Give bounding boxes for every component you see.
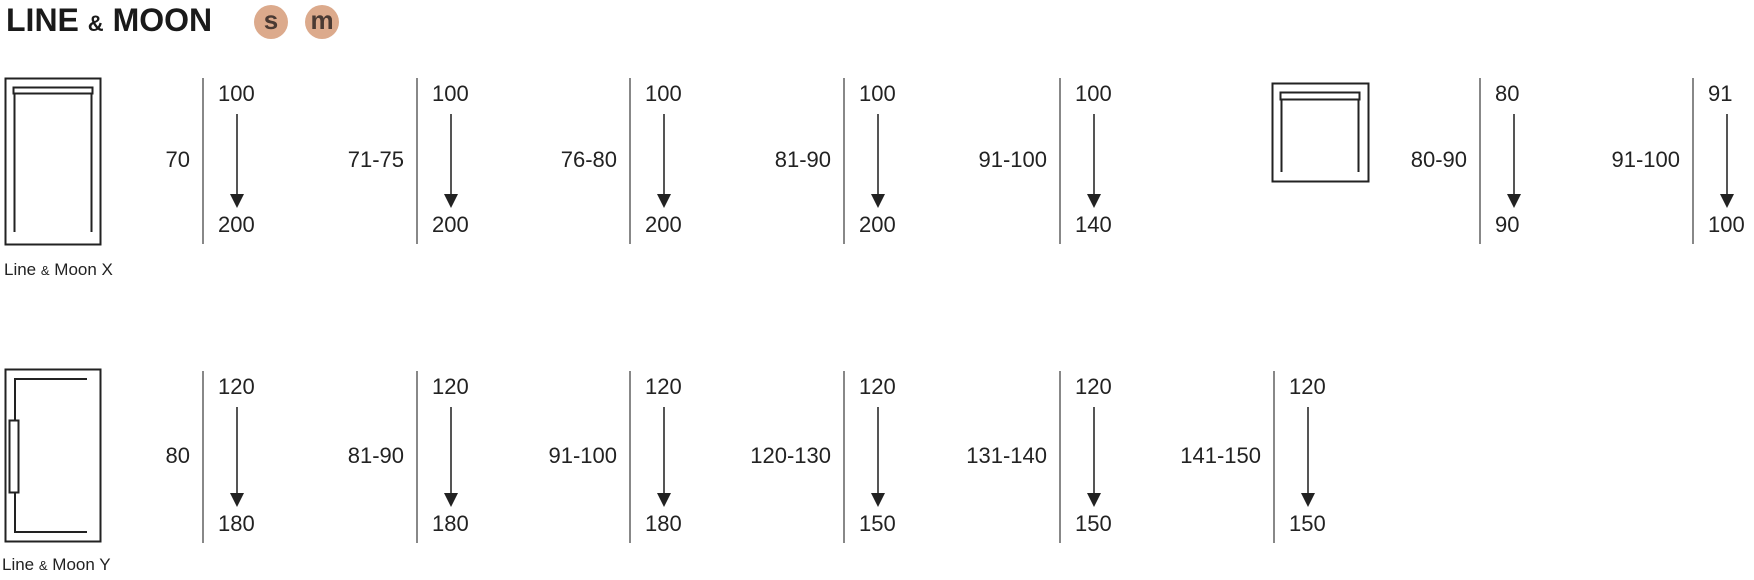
depth-to: 150 [1075,511,1112,536]
depth-from: 100 [859,81,896,106]
depth-to: 150 [1289,511,1326,536]
width-label: 141-150 [1180,443,1261,468]
arrow-line [1513,114,1515,200]
arrow-line [450,114,452,200]
arrow-line [236,114,238,200]
depth-to: 90 [1495,212,1520,237]
arrow-line [663,114,665,200]
depth-to: 180 [432,511,469,536]
side-arm-module-icon [4,368,102,543]
divider [1479,78,1481,244]
arrow-line [1307,407,1309,499]
width-label: 91-100 [978,147,1047,172]
armless-module-icon [4,77,102,246]
arrow-line [1093,407,1095,499]
divider [843,371,845,543]
arrow-down-icon [1301,493,1315,507]
depth-from: 120 [432,374,469,399]
page-title: LINE & MOON [6,2,213,38]
depth-from: 100 [1075,81,1112,106]
depth-from: 100 [218,81,255,106]
depth-from: 100 [645,81,682,106]
arrow-down-icon [657,194,671,208]
arrow-down-icon [1720,194,1734,208]
arrow-line [450,407,452,499]
arrow-line [877,407,879,499]
width-label: 76-80 [560,147,617,172]
arrow-down-icon [1087,493,1101,507]
arrow-down-icon [871,493,885,507]
badge-m: m [305,5,339,39]
depth-to: 200 [859,212,896,237]
width-label: 81-90 [347,443,404,468]
depth-to: 200 [645,212,682,237]
width-label: 80 [165,443,190,468]
arrow-line [1093,114,1095,200]
depth-from: 120 [218,374,255,399]
caption-line-moon-x: Line & Moon X [4,260,113,279]
arrow-down-icon [1087,194,1101,208]
arrow-down-icon [657,493,671,507]
depth-to: 180 [218,511,255,536]
depth-from: 120 [859,374,896,399]
divider [416,371,418,543]
arrow-down-icon [230,194,244,208]
divider [416,78,418,244]
arrow-down-icon [444,493,458,507]
arrow-line [236,407,238,499]
width-label: 80-90 [1410,147,1467,172]
arrow-line [1726,114,1728,200]
divider [1059,371,1061,543]
divider [1273,371,1275,543]
depth-to: 200 [218,212,255,237]
depth-from: 100 [432,81,469,106]
width-label: 91-100 [548,443,617,468]
divider [202,371,204,543]
arrow-line [877,114,879,200]
width-label: 71-75 [347,147,404,172]
width-label: 120-130 [750,443,831,468]
width-label: 70 [165,147,190,172]
arrow-down-icon [871,194,885,208]
depth-from: 120 [1075,374,1112,399]
width-label: 91-100 [1611,147,1680,172]
divider [843,78,845,244]
width-label: 81-90 [774,147,831,172]
caption-line-moon-y: Line & Moon Y [2,555,111,574]
arrow-down-icon [230,493,244,507]
depth-to: 200 [432,212,469,237]
divider [1059,78,1061,244]
depth-to: 140 [1075,212,1112,237]
depth-to: 150 [859,511,896,536]
arrow-line [663,407,665,499]
depth-from: 80 [1495,81,1520,106]
divider [629,78,631,244]
depth-from: 120 [645,374,682,399]
divider [1692,78,1694,244]
width-label: 131-140 [966,443,1047,468]
depth-to: 180 [645,511,682,536]
divider [202,78,204,244]
badge-s: s [254,5,288,39]
depth-from: 91 [1708,81,1733,106]
arrow-down-icon [444,194,458,208]
arrow-down-icon [1507,194,1521,208]
divider [629,371,631,543]
depth-to: 100 [1708,212,1745,237]
depth-from: 120 [1289,374,1326,399]
square-module-icon [1271,82,1370,183]
